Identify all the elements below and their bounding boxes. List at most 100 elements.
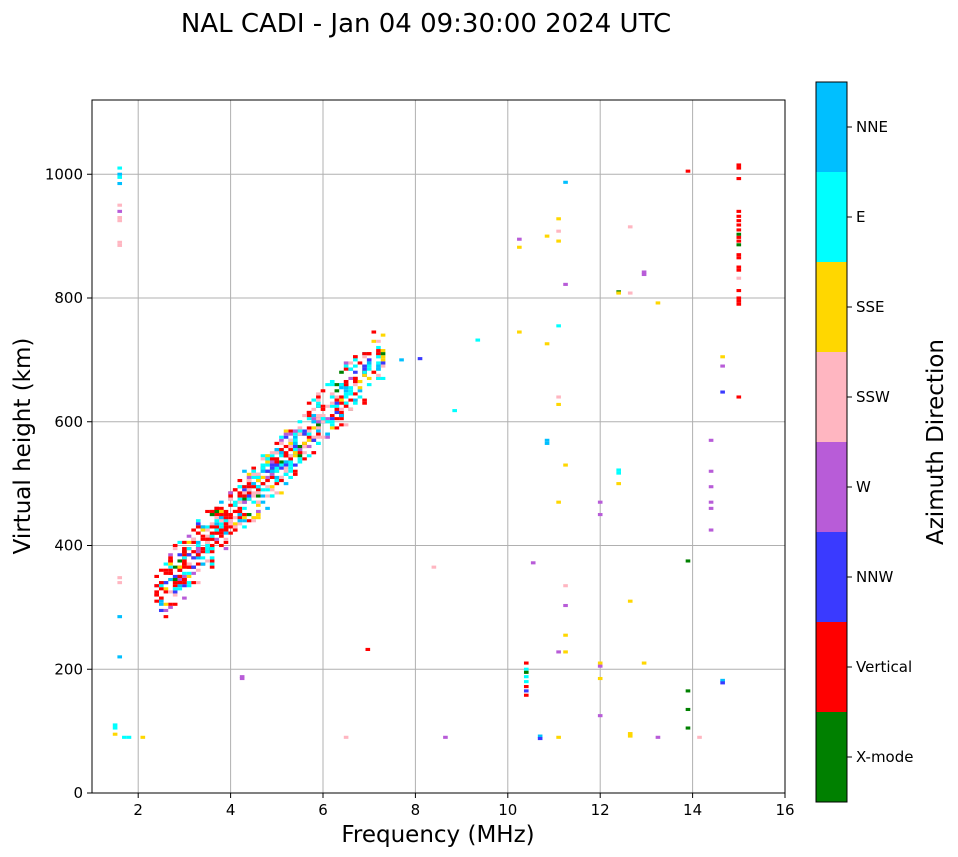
echo-point bbox=[219, 525, 224, 529]
colorbar-segment bbox=[816, 442, 847, 532]
echo-point bbox=[195, 519, 201, 523]
echo-point bbox=[246, 513, 252, 517]
echo-point bbox=[158, 581, 164, 585]
echo-point bbox=[343, 367, 349, 371]
echo-point bbox=[117, 576, 123, 580]
echo-point bbox=[126, 735, 132, 739]
echo-point bbox=[720, 390, 725, 394]
echo-point bbox=[237, 500, 243, 504]
echo-point bbox=[380, 376, 386, 380]
echo-point bbox=[376, 364, 381, 368]
echo-point bbox=[242, 519, 247, 523]
echo-point bbox=[292, 444, 298, 449]
echo-point bbox=[256, 494, 261, 498]
echo-point bbox=[205, 537, 210, 541]
echo-point bbox=[214, 531, 220, 535]
colorbar-tick-label: NNE bbox=[856, 118, 888, 136]
echo-point bbox=[343, 423, 349, 427]
echo-point bbox=[168, 559, 173, 563]
echo-point bbox=[339, 386, 344, 390]
echo-point bbox=[320, 435, 326, 439]
echo-point bbox=[334, 398, 340, 402]
y-tick-label: 200 bbox=[54, 660, 83, 678]
echo-point bbox=[556, 217, 561, 221]
echo-point bbox=[329, 404, 335, 408]
echo-point bbox=[292, 438, 298, 442]
y-tick-label: 400 bbox=[54, 537, 83, 555]
echo-point bbox=[246, 491, 252, 495]
echo-point bbox=[182, 584, 187, 588]
echo-point bbox=[292, 469, 298, 473]
echo-point bbox=[112, 732, 118, 736]
echo-point bbox=[274, 448, 280, 452]
echo-point bbox=[556, 229, 561, 233]
echo-point bbox=[177, 553, 183, 557]
echo-point bbox=[172, 590, 178, 594]
echo-point bbox=[242, 513, 247, 517]
echo-point bbox=[376, 376, 381, 380]
echo-point bbox=[348, 389, 354, 393]
echo-point bbox=[616, 468, 621, 472]
echo-point bbox=[117, 615, 123, 619]
echo-point bbox=[376, 361, 381, 365]
echo-point bbox=[168, 556, 173, 560]
echo-point bbox=[200, 525, 206, 529]
echo-point bbox=[256, 488, 261, 492]
echo-point bbox=[523, 680, 529, 684]
echo-point bbox=[163, 608, 169, 613]
echo-point bbox=[209, 550, 215, 554]
echo-point bbox=[209, 543, 215, 548]
echo-point bbox=[117, 655, 123, 659]
echo-point bbox=[246, 482, 252, 486]
echo-point bbox=[302, 451, 307, 455]
plot-area-frame bbox=[91, 99, 786, 794]
echo-point bbox=[357, 389, 363, 393]
echo-point bbox=[329, 414, 335, 418]
echo-point bbox=[283, 466, 289, 470]
echo-point bbox=[237, 509, 243, 514]
echo-point bbox=[283, 429, 289, 433]
echo-point bbox=[219, 509, 224, 514]
echo-point bbox=[292, 435, 298, 439]
echo-point bbox=[353, 376, 358, 380]
echo-point bbox=[191, 550, 196, 554]
echo-point bbox=[353, 355, 358, 359]
echo-point bbox=[205, 540, 210, 544]
echo-point bbox=[232, 525, 238, 529]
echo-point bbox=[195, 556, 201, 560]
echo-point bbox=[655, 735, 661, 739]
echo-point bbox=[209, 522, 215, 526]
echo-point bbox=[343, 404, 349, 408]
echo-point bbox=[297, 432, 303, 436]
echo-point bbox=[274, 469, 280, 473]
colorbar-tick-label: W bbox=[856, 478, 871, 496]
echo-point bbox=[362, 367, 367, 371]
colorbar-tick-label: SSW bbox=[856, 388, 890, 406]
echo-point bbox=[186, 540, 192, 544]
echo-point bbox=[720, 678, 725, 682]
echo-point bbox=[311, 438, 317, 442]
echo-point bbox=[563, 633, 568, 637]
echo-point bbox=[627, 732, 633, 736]
echo-point bbox=[297, 429, 303, 433]
echo-point bbox=[288, 463, 293, 467]
echo-point bbox=[655, 301, 661, 305]
echo-point bbox=[597, 676, 603, 681]
echo-point bbox=[158, 584, 164, 588]
echo-point bbox=[251, 485, 257, 489]
echo-point bbox=[274, 460, 280, 464]
echo-point bbox=[172, 577, 178, 582]
echo-point bbox=[627, 291, 633, 295]
echo-point bbox=[251, 494, 257, 498]
x-tick-label: 2 bbox=[133, 801, 143, 819]
echo-point bbox=[283, 432, 289, 436]
echo-point bbox=[232, 522, 238, 526]
chart-title: NAL CADI - Jan 04 09:30:00 2024 UTC bbox=[181, 9, 671, 39]
echo-point bbox=[177, 577, 183, 582]
x-tick-label: 12 bbox=[591, 801, 610, 819]
echo-point bbox=[219, 516, 224, 520]
echo-point bbox=[362, 352, 367, 356]
echo-point bbox=[177, 565, 183, 569]
echo-point bbox=[316, 429, 321, 433]
echo-point bbox=[380, 333, 386, 337]
